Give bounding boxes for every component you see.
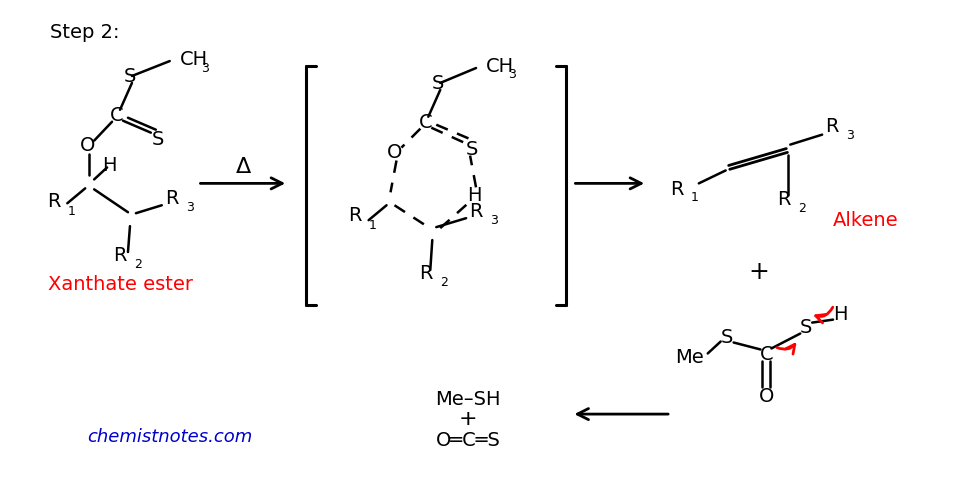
Text: 3: 3 xyxy=(201,61,210,74)
Text: R: R xyxy=(113,246,127,266)
Text: S: S xyxy=(124,67,136,87)
Text: Alkene: Alkene xyxy=(833,211,898,230)
Text: C: C xyxy=(419,113,432,132)
Text: R: R xyxy=(165,189,179,208)
Text: 1: 1 xyxy=(690,191,699,204)
Text: CH: CH xyxy=(486,56,514,75)
Text: O═C═S: O═C═S xyxy=(436,432,501,451)
Text: H: H xyxy=(102,156,116,175)
Text: R: R xyxy=(348,206,362,225)
Text: chemistnotes.com: chemistnotes.com xyxy=(87,428,252,446)
Text: C: C xyxy=(760,345,774,364)
Text: Δ: Δ xyxy=(236,157,251,178)
Text: Xanthate ester: Xanthate ester xyxy=(47,275,192,294)
Text: 2: 2 xyxy=(440,276,448,289)
Text: 3: 3 xyxy=(186,201,193,214)
Text: R: R xyxy=(777,190,791,209)
Text: O: O xyxy=(387,143,402,162)
Text: 3: 3 xyxy=(490,214,498,227)
Text: O: O xyxy=(759,387,775,406)
Text: R: R xyxy=(825,117,838,136)
Text: S: S xyxy=(152,130,164,149)
Text: R: R xyxy=(469,202,483,221)
Text: 1: 1 xyxy=(68,205,75,218)
Text: +: + xyxy=(748,260,769,284)
Text: R: R xyxy=(46,192,60,211)
Text: R: R xyxy=(420,265,433,283)
Text: 2: 2 xyxy=(134,259,142,272)
Text: S: S xyxy=(800,318,812,337)
Text: R: R xyxy=(670,180,684,199)
Text: H: H xyxy=(467,186,482,205)
Text: 3: 3 xyxy=(508,68,515,81)
Text: +: + xyxy=(458,409,478,429)
Text: CH: CH xyxy=(180,50,208,68)
Text: S: S xyxy=(720,328,733,347)
Text: C: C xyxy=(110,106,124,125)
Text: H: H xyxy=(833,305,847,324)
Text: Step 2:: Step 2: xyxy=(50,23,120,42)
Text: O: O xyxy=(79,136,95,155)
Text: Me: Me xyxy=(676,348,704,367)
Text: 1: 1 xyxy=(368,219,376,232)
Text: 3: 3 xyxy=(846,129,854,142)
Text: S: S xyxy=(432,74,445,94)
Text: Me–SH: Me–SH xyxy=(435,390,501,408)
Text: S: S xyxy=(466,140,479,159)
Text: 2: 2 xyxy=(798,202,806,215)
